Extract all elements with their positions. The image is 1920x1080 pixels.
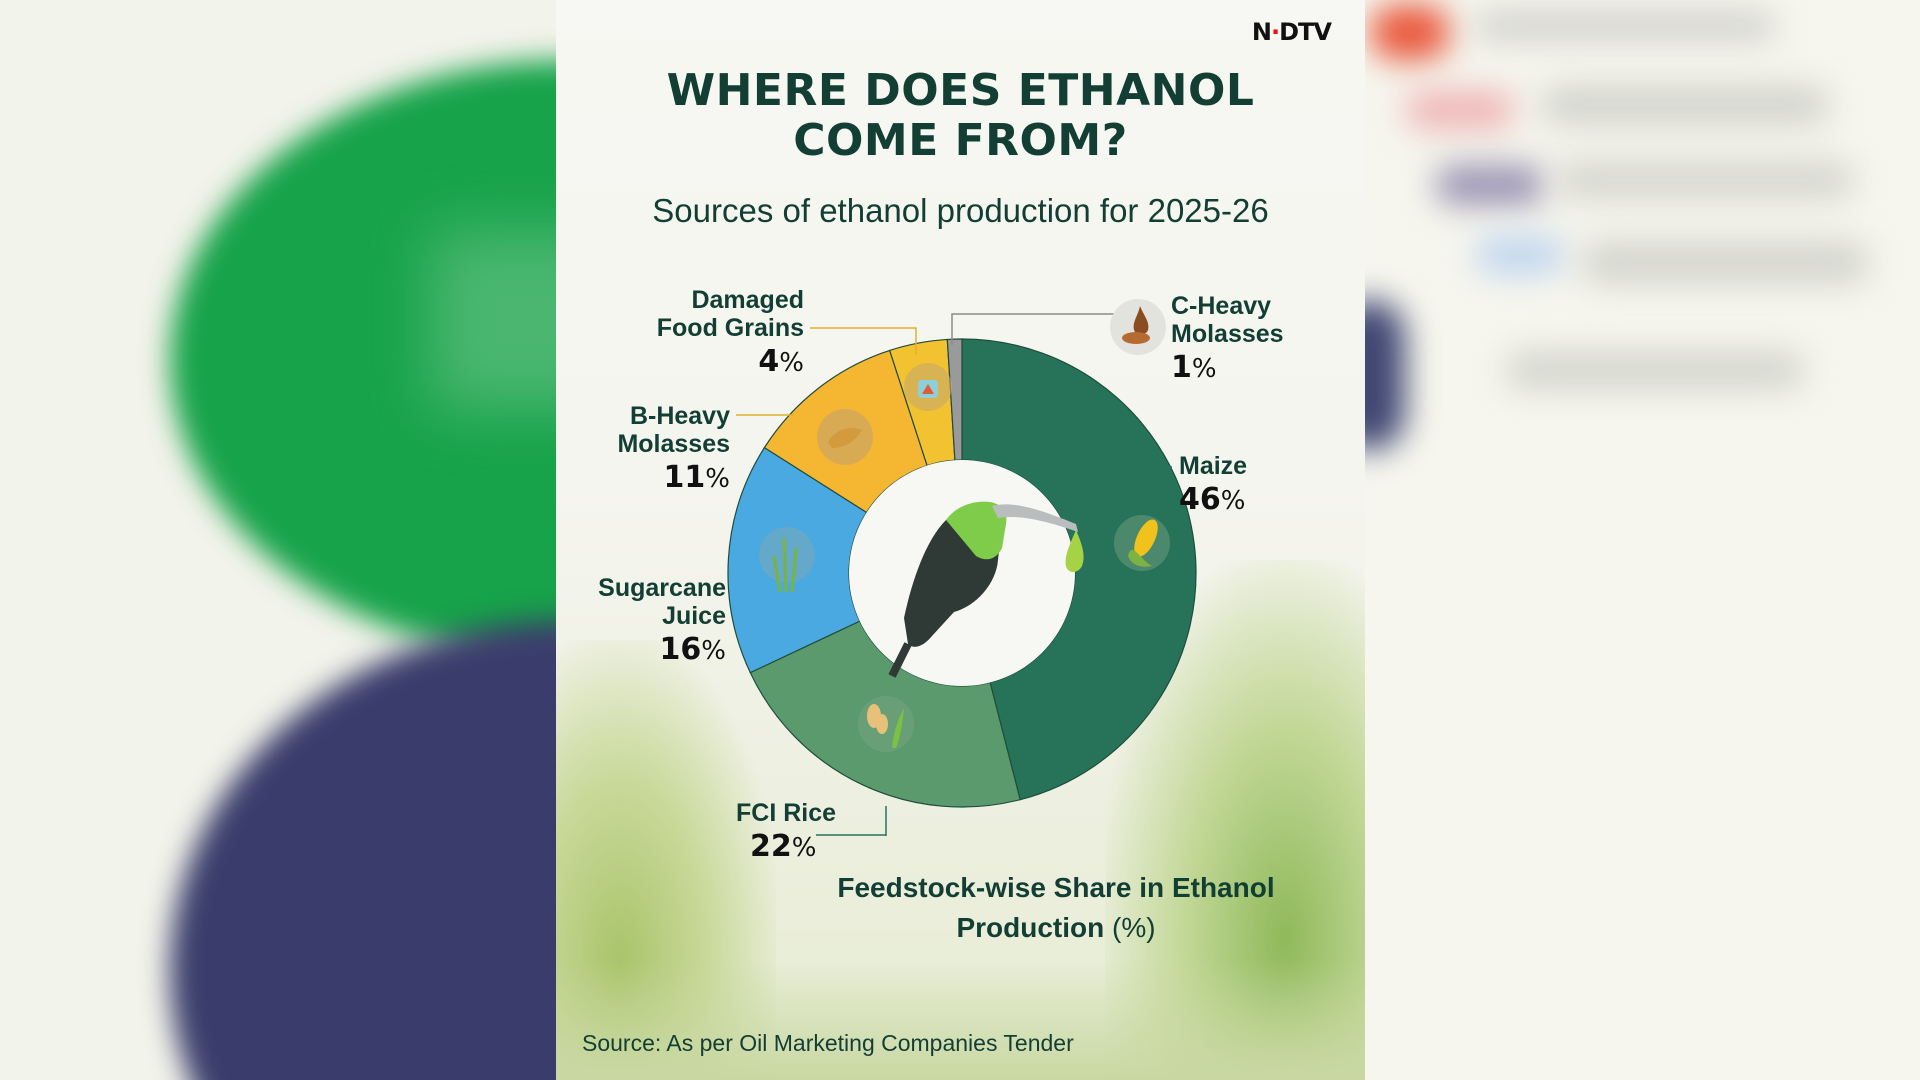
leader-lines xyxy=(732,313,1172,836)
cheavy-leader-line xyxy=(951,313,1116,345)
fuel-nozzle-icon xyxy=(888,501,1084,678)
blurred-text-line xyxy=(1540,85,1830,125)
label-damaged-pct: 4% xyxy=(758,344,804,379)
chart-caption: Feedstock-wise Share in Ethanol Producti… xyxy=(826,868,1286,948)
title-line-1: WHERE DOES ETHANOL xyxy=(666,65,1255,116)
blurred-background-right xyxy=(1365,0,1920,1080)
blurred-navy-edge xyxy=(1365,300,1405,450)
blurred-blue-shape xyxy=(1475,235,1565,275)
source-note: Source: As per Oil Marketing Companies T… xyxy=(582,1030,1074,1056)
molasses-icon xyxy=(817,409,873,465)
sugarcane-icon xyxy=(759,527,815,593)
label-damaged-food-grains: Damaged Food Grains 4% xyxy=(636,286,804,383)
caption-main: Feedstock-wise Share in Ethanol Producti… xyxy=(837,872,1275,943)
label-maize: Maize 46% xyxy=(1179,452,1247,521)
title-line-2: COME FROM? xyxy=(793,115,1128,166)
label-fci-rice: FCI Rice 22% xyxy=(736,799,836,868)
blurred-text-line xyxy=(1475,12,1775,40)
corn-icon xyxy=(1114,515,1170,571)
label-c-heavy-molasses: C-Heavy Molasses 1% xyxy=(1171,292,1284,389)
label-maize-name: Maize xyxy=(1179,452,1248,480)
blurred-navy-shape xyxy=(170,620,556,1080)
caption-unit: (%) xyxy=(1112,912,1156,943)
blurred-text-line xyxy=(1505,350,1805,390)
blurred-purple-shape xyxy=(1435,165,1545,205)
blurred-background-left xyxy=(0,0,556,1080)
subtitle: Sources of ethanol production for 2025-2… xyxy=(652,192,1269,229)
molasses-drop-icon xyxy=(1110,299,1166,355)
ndtv-logo: N·DTV xyxy=(1251,18,1332,46)
blurred-text-line xyxy=(1555,160,1855,200)
label-bheavy-pct: 11% xyxy=(663,460,730,495)
damaged-grain-sack-icon xyxy=(904,363,952,411)
blurred-pink-shape xyxy=(1405,90,1515,130)
label-sugarcane-juice: Sugarcane Juice 16% xyxy=(586,574,726,671)
infographic-poster: N·DTV WHERE DOES ETHANOL COME FROM? Sour… xyxy=(556,0,1365,1080)
label-fci-rice-name: FCI Rice xyxy=(736,799,837,827)
label-b-heavy-molasses: B-Heavy Molasses 11% xyxy=(596,402,730,499)
label-fci-rice-pct: 22% xyxy=(750,829,817,864)
blurred-red-logo xyxy=(1370,5,1450,60)
label-cheavy-pct: 1% xyxy=(1171,350,1217,385)
rice-icon xyxy=(858,696,914,752)
blurred-highlight xyxy=(430,230,556,410)
blurred-text-line xyxy=(1580,240,1870,285)
field-illustration-bottom xyxy=(556,960,1365,1080)
label-sugarcane-pct: 16% xyxy=(659,632,726,667)
label-maize-pct: 46% xyxy=(1179,482,1246,517)
page-title: WHERE DOES ETHANOL COME FROM? xyxy=(556,66,1365,166)
damaged-leader-line xyxy=(810,327,917,355)
donut-chart xyxy=(727,299,1197,836)
